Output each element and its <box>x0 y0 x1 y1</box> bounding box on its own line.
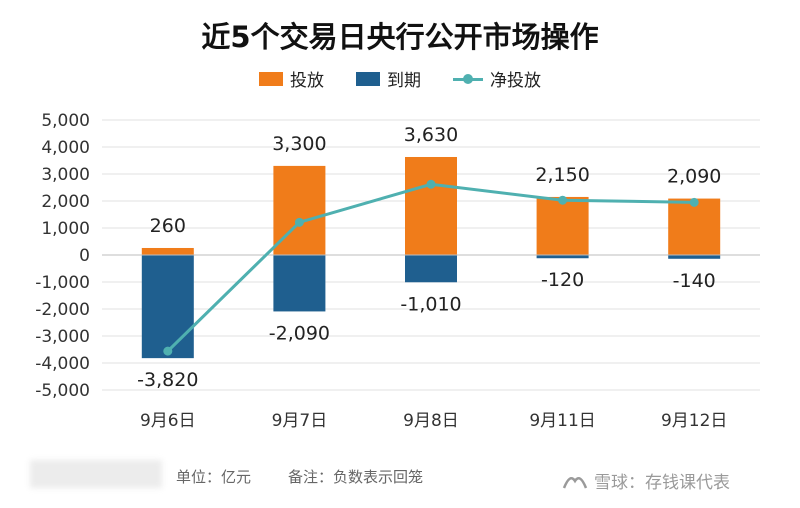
bar-investment <box>668 198 721 255</box>
x-category-label: 9月12日 <box>661 411 727 431</box>
x-category-label: 9月11日 <box>529 411 595 431</box>
point-net-investment <box>294 217 304 227</box>
y-tick-label: -3,000 <box>35 327 90 347</box>
legend-item-investment: 投放 <box>259 66 324 91</box>
bar-maturity <box>536 255 589 259</box>
y-tick-label: 3,000 <box>41 165 90 185</box>
x-category-label: 9月8日 <box>403 411 459 431</box>
brand-text: 雪球：存钱课代表 <box>594 473 730 493</box>
legend-label-maturity: 到期 <box>387 71 421 91</box>
point-net-investment <box>426 179 436 189</box>
point-net-investment <box>689 197 699 207</box>
y-tick-label: -5,000 <box>35 381 90 401</box>
y-tick-label: 4,000 <box>41 138 90 158</box>
y-tick-label: 5,000 <box>41 111 90 131</box>
y-tick-label: -4,000 <box>35 354 90 374</box>
chart-title: 近5个交易日央行公开市场操作 <box>201 20 599 54</box>
legend-item-maturity: 到期 <box>356 66 421 91</box>
data-label-maturity: -3,820 <box>137 369 198 391</box>
data-label-maturity: -1,010 <box>400 293 461 315</box>
data-label-investment: 3,300 <box>272 133 326 155</box>
footer-unit: 单位：亿元 <box>176 468 252 486</box>
bar-maturity <box>273 255 326 312</box>
point-net-investment <box>163 346 173 356</box>
x-category-label: 9月7日 <box>272 411 328 431</box>
bar-maturity <box>668 255 721 259</box>
y-tick-label: -2,000 <box>35 300 90 320</box>
data-label-investment: 2,150 <box>535 164 589 186</box>
footer-note: 备注：负数表示回笼 <box>288 468 424 486</box>
data-label-maturity: -140 <box>673 270 716 292</box>
bar-maturity <box>141 255 194 359</box>
bar-maturity <box>405 255 457 283</box>
y-tick-label: 1,000 <box>41 219 90 239</box>
brand-watermark: 雪球：存钱课代表 <box>562 468 730 493</box>
bar-investment <box>141 247 194 255</box>
bar-investment <box>405 156 457 255</box>
y-tick-label: -1,000 <box>35 273 90 293</box>
snowball-logo-icon <box>562 476 588 488</box>
legend-swatch-net <box>453 72 483 86</box>
data-label-maturity: -120 <box>541 269 584 291</box>
footer-blurred-area <box>30 460 162 488</box>
y-tick-label: 0 <box>79 246 90 266</box>
point-net-investment <box>558 195 568 205</box>
x-category-label: 9月6日 <box>140 411 196 431</box>
data-label-investment: 2,090 <box>667 166 721 188</box>
legend-label-net: 净投放 <box>490 71 541 91</box>
legend-swatch-maturity <box>356 71 380 86</box>
legend-label-investment: 投放 <box>290 71 324 91</box>
data-label-maturity: -2,090 <box>269 322 330 344</box>
bar-investment <box>536 196 589 255</box>
legend-swatch-investment <box>259 71 283 86</box>
legend-item-net: 净投放 <box>453 66 541 91</box>
data-label-investment: 260 <box>150 215 186 237</box>
legend: 投放 到期 净投放 <box>0 66 800 91</box>
y-tick-label: 2,000 <box>41 192 90 212</box>
data-label-investment: 3,630 <box>404 124 458 146</box>
